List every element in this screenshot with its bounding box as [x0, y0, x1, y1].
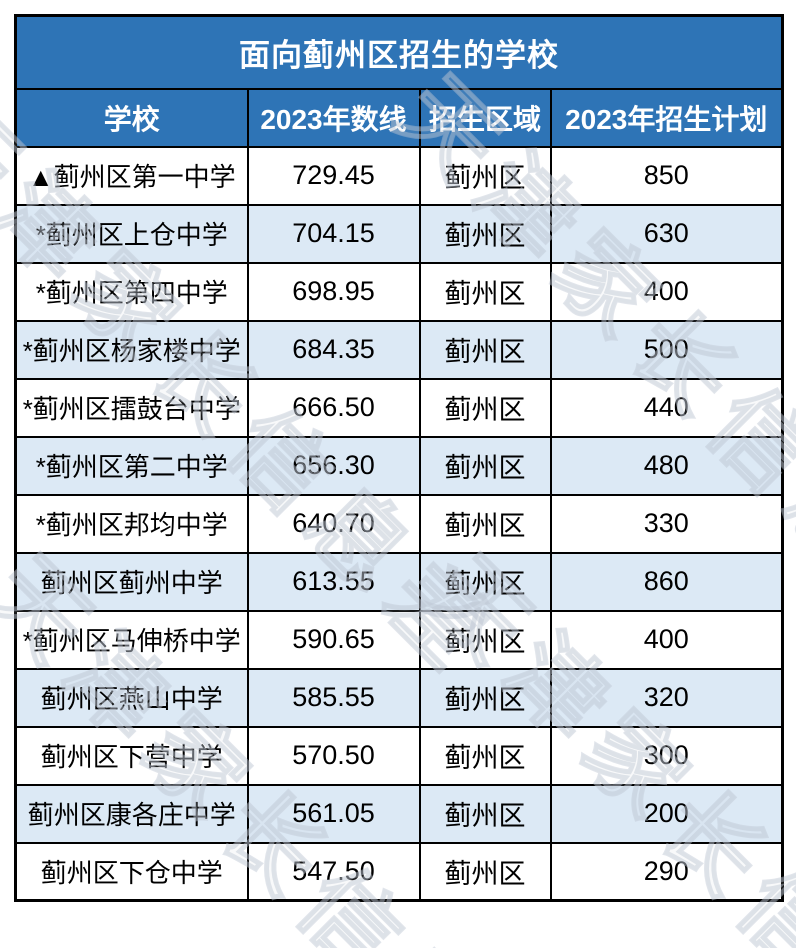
cell-region: 蓟州区 — [418, 319, 552, 380]
cell-school: ▲蓟州区第一中学 — [14, 145, 249, 206]
cell-score-line: 698.95 — [246, 261, 421, 322]
table-row: *蓟州区杨家楼中学 684.35 蓟州区 500 — [14, 319, 784, 380]
cell-region: 蓟州区 — [418, 493, 552, 554]
cell-school: 蓟州区下仓中学 — [14, 841, 249, 902]
table-row: 蓟州区下营中学 570.50 蓟州区 300 — [14, 725, 784, 786]
cell-school: 蓟州区蓟州中学 — [14, 551, 249, 612]
cell-region: 蓟州区 — [418, 725, 552, 786]
table-row: *蓟州区邦均中学 640.70 蓟州区 330 — [14, 493, 784, 554]
cell-region: 蓟州区 — [418, 203, 552, 264]
cell-region: 蓟州区 — [418, 551, 552, 612]
cell-school: *蓟州区邦均中学 — [14, 493, 249, 554]
cell-region: 蓟州区 — [418, 667, 552, 728]
cell-region: 蓟州区 — [418, 261, 552, 322]
table-row: *蓟州区擂鼓台中学 666.50 蓟州区 440 — [14, 377, 784, 438]
cell-score-line: 684.35 — [246, 319, 421, 380]
cell-school: *蓟州区杨家楼中学 — [14, 319, 249, 380]
cell-plan: 860 — [549, 551, 784, 612]
table-row: *蓟州区马伸桥中学 590.65 蓟州区 400 — [14, 609, 784, 670]
cell-plan: 500 — [549, 319, 784, 380]
cell-school: *蓟州区马伸桥中学 — [14, 609, 249, 670]
admission-score-table: 面向蓟州区招生的学校 学校 2023年数线 招生区域 2023年招生计划 ▲蓟州… — [14, 14, 784, 902]
cell-score-line: 729.45 — [246, 145, 421, 206]
table-row: 蓟州区燕山中学 585.55 蓟州区 320 — [14, 667, 784, 728]
table-row: *蓟州区第四中学 698.95 蓟州区 400 — [14, 261, 784, 322]
cell-score-line: 613.55 — [246, 551, 421, 612]
cell-plan: 480 — [549, 435, 784, 496]
cell-school: 蓟州区下营中学 — [14, 725, 249, 786]
cell-plan: 200 — [549, 783, 784, 844]
cell-score-line: 656.30 — [246, 435, 421, 496]
cell-plan: 400 — [549, 261, 784, 322]
cell-score-line: 666.50 — [246, 377, 421, 438]
cell-region: 蓟州区 — [418, 377, 552, 438]
cell-region: 蓟州区 — [418, 435, 552, 496]
cell-plan: 320 — [549, 667, 784, 728]
cell-score-line: 590.65 — [246, 609, 421, 670]
table-row: *蓟州区上仓中学 704.15 蓟州区 630 — [14, 203, 784, 264]
table-row: 蓟州区下仓中学 547.50 蓟州区 290 — [14, 841, 784, 902]
column-header-region: 招生区域 — [418, 87, 552, 148]
cell-plan: 850 — [549, 145, 784, 206]
cell-school: *蓟州区擂鼓台中学 — [14, 377, 249, 438]
cell-plan: 440 — [549, 377, 784, 438]
cell-plan: 290 — [549, 841, 784, 902]
table-header-row: 学校 2023年数线 招生区域 2023年招生计划 — [14, 87, 784, 148]
cell-score-line: 570.50 — [246, 725, 421, 786]
cell-score-line: 585.55 — [246, 667, 421, 728]
cell-region: 蓟州区 — [418, 841, 552, 902]
table-title-row: 面向蓟州区招生的学校 — [14, 14, 784, 90]
cell-plan: 400 — [549, 609, 784, 670]
cell-plan: 300 — [549, 725, 784, 786]
table-body: ▲蓟州区第一中学 729.45 蓟州区 850 *蓟州区上仓中学 704.15 … — [14, 145, 784, 902]
cell-school: 蓟州区康各庄中学 — [14, 783, 249, 844]
cell-score-line: 704.15 — [246, 203, 421, 264]
cell-plan: 630 — [549, 203, 784, 264]
cell-school: *蓟州区第二中学 — [14, 435, 249, 496]
table-row: ▲蓟州区第一中学 729.45 蓟州区 850 — [14, 145, 784, 206]
cell-score-line: 547.50 — [246, 841, 421, 902]
cell-region: 蓟州区 — [418, 609, 552, 670]
cell-school: *蓟州区第四中学 — [14, 261, 249, 322]
table-row: 蓟州区康各庄中学 561.05 蓟州区 200 — [14, 783, 784, 844]
cell-region: 蓟州区 — [418, 783, 552, 844]
cell-score-line: 640.70 — [246, 493, 421, 554]
table-row: *蓟州区第二中学 656.30 蓟州区 480 — [14, 435, 784, 496]
table-row: 蓟州区蓟州中学 613.55 蓟州区 860 — [14, 551, 784, 612]
column-header-school: 学校 — [14, 87, 249, 148]
cell-school: 蓟州区燕山中学 — [14, 667, 249, 728]
cell-plan: 330 — [549, 493, 784, 554]
column-header-score-line: 2023年数线 — [246, 87, 421, 148]
column-header-plan: 2023年招生计划 — [549, 87, 784, 148]
cell-school: *蓟州区上仓中学 — [14, 203, 249, 264]
cell-region: 蓟州区 — [418, 145, 552, 206]
cell-score-line: 561.05 — [246, 783, 421, 844]
table-title: 面向蓟州区招生的学校 — [14, 14, 784, 90]
